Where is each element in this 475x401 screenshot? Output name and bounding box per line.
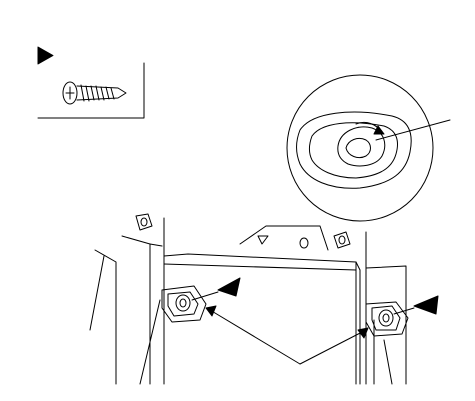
clip-mount-icon — [365, 301, 409, 337]
legend — [37, 46, 145, 119]
clip-detail-icon — [296, 111, 412, 189]
legend-box-frame — [37, 62, 145, 119]
marker-leader — [393, 307, 415, 315]
detail-view — [286, 74, 451, 222]
screw-hole-icon — [135, 213, 153, 231]
fastener-upper-left — [135, 213, 153, 231]
pointer-lines — [205, 305, 369, 365]
triangle-marker-icon — [37, 46, 54, 65]
marker-leader — [191, 291, 219, 301]
triangle-marker-icon — [217, 277, 241, 297]
clip-mount-icon — [161, 285, 207, 323]
screw-hole-icon — [333, 231, 351, 249]
fastener-lower-left — [161, 277, 241, 323]
rotate-arrow-icon — [355, 121, 385, 135]
fastener-lower-right — [365, 295, 439, 337]
fastener-upper-right — [333, 231, 351, 249]
panel-structure — [89, 217, 407, 385]
detail-circle — [286, 74, 434, 222]
triangle-marker-icon — [413, 295, 439, 315]
detail-leader-line — [375, 119, 451, 141]
screw-icon — [62, 81, 127, 105]
